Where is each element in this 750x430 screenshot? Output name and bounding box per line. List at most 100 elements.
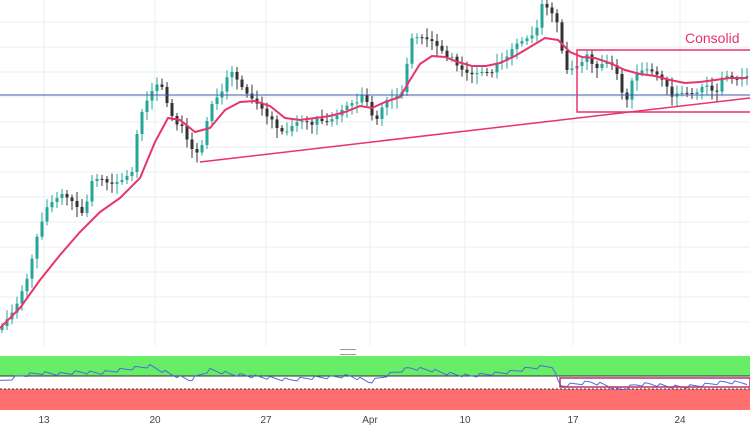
candle <box>65 190 69 206</box>
candle <box>335 109 339 126</box>
candle <box>95 173 99 187</box>
candle-body <box>35 236 39 259</box>
candle-body <box>615 65 619 74</box>
candle-body <box>460 65 464 70</box>
candle-body <box>110 182 114 184</box>
candle-body <box>180 124 184 126</box>
candle-body <box>120 180 124 182</box>
candle <box>70 194 74 210</box>
oversold-band <box>0 389 750 410</box>
oscillator-panel[interactable] <box>0 356 750 410</box>
candle-body <box>290 125 294 132</box>
price-chart[interactable]: Consolid <box>0 0 750 346</box>
candle-body <box>125 176 129 180</box>
candle <box>570 60 574 75</box>
candle <box>350 100 354 115</box>
candle-body <box>515 43 519 50</box>
candle-body <box>50 202 54 208</box>
candle <box>85 194 89 217</box>
candle <box>60 189 64 205</box>
candle <box>550 2 554 23</box>
candle-body <box>140 112 144 134</box>
candle-body <box>485 72 489 73</box>
candle-body <box>490 72 494 74</box>
candle-body <box>60 194 64 198</box>
candle <box>170 99 174 121</box>
candle-body <box>230 72 234 78</box>
candle-body <box>605 62 609 64</box>
candle-body <box>0 326 4 330</box>
candle-body <box>305 121 309 123</box>
candle-body <box>20 291 24 304</box>
candle <box>55 192 59 208</box>
candle <box>275 115 279 138</box>
candle-body <box>430 39 434 41</box>
candle-body <box>80 207 84 213</box>
candle <box>495 53 499 79</box>
candle <box>300 115 304 130</box>
candle-body <box>475 73 479 75</box>
candle <box>670 77 674 106</box>
candle <box>585 49 589 70</box>
candle-body <box>375 115 379 119</box>
candle <box>150 83 154 110</box>
x-axis-label: 20 <box>149 415 161 426</box>
candle-body <box>225 77 229 92</box>
candle-body <box>465 69 469 73</box>
candle <box>45 199 49 226</box>
candle <box>525 35 529 46</box>
candle-body <box>640 70 644 74</box>
candle-body <box>235 72 239 80</box>
candle <box>600 55 604 71</box>
candle-body <box>700 86 704 93</box>
candle <box>345 101 349 118</box>
candle <box>185 118 189 148</box>
candle <box>295 115 299 132</box>
candle-body <box>545 4 549 8</box>
candle <box>625 88 629 108</box>
x-axis-label: 17 <box>567 415 579 426</box>
candle-body <box>715 90 719 92</box>
candle <box>510 43 514 66</box>
candle-body <box>520 41 524 44</box>
candle <box>355 93 359 114</box>
overbought-band <box>0 356 750 376</box>
candle <box>100 174 104 186</box>
candle <box>120 173 124 185</box>
pane-resize-handle[interactable] <box>0 346 750 356</box>
candle-body <box>555 13 559 23</box>
candle-body <box>565 50 569 70</box>
candle-body <box>30 258 34 279</box>
candle-body <box>295 122 299 126</box>
candle-body <box>415 37 419 39</box>
candle-body <box>260 103 264 109</box>
candle <box>700 83 704 100</box>
candle-body <box>495 62 499 73</box>
candle-body <box>480 72 484 74</box>
candle <box>190 132 194 158</box>
consolidation-box <box>576 49 750 113</box>
candle-body <box>200 145 204 153</box>
candle <box>545 0 549 16</box>
candle <box>375 110 379 125</box>
drag-grip-icon <box>340 349 356 355</box>
candle-body <box>695 92 699 94</box>
candle <box>35 233 39 269</box>
candle <box>580 56 584 73</box>
candle-body <box>560 22 564 51</box>
candle-body <box>325 121 329 123</box>
candle <box>255 90 259 110</box>
candle <box>80 199 84 216</box>
candle-body <box>300 121 304 123</box>
candle-body <box>265 108 269 117</box>
candle-body <box>280 128 284 132</box>
candle-body <box>205 121 209 145</box>
candle <box>655 66 659 81</box>
candle <box>470 65 474 84</box>
candle-body <box>425 37 429 40</box>
candle-body <box>650 69 654 72</box>
candle <box>645 62 649 75</box>
candle-body <box>635 73 639 81</box>
candle <box>205 117 209 149</box>
candle-body <box>685 92 689 94</box>
